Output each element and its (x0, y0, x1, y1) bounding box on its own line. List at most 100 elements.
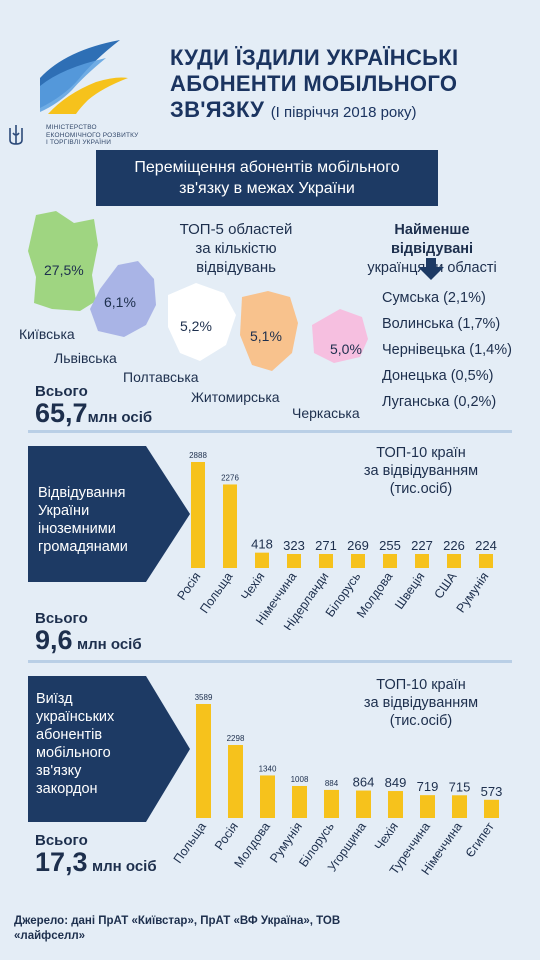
category-label: Польща (197, 570, 235, 616)
domestic-total-label: Всього (35, 383, 88, 400)
least-visited-title: Найменше відвідувані українцями області (352, 221, 512, 278)
region-shape-poltavska (168, 283, 236, 361)
bar-value-label: 227 (411, 538, 433, 553)
divider (28, 660, 512, 663)
category-label: Румунія (454, 570, 492, 616)
source-note: Джерело: дані ПрАТ «Київстар», ПрАТ «ВФ … (14, 914, 340, 944)
top5-title-line: ТОП-5 областей (179, 221, 293, 238)
bar (228, 745, 243, 818)
bar-value-label: 1340 (259, 764, 277, 773)
bar-value-label: 719 (417, 779, 439, 794)
total-unit: млн осіб (92, 858, 157, 875)
bar (287, 554, 301, 568)
bar-value-label: 715 (449, 779, 471, 794)
bar-value-label: 2298 (227, 734, 245, 743)
outbound-total-label: Всього (35, 832, 88, 849)
ministry-logo (40, 40, 128, 114)
bar-value-label: 849 (385, 775, 407, 790)
source-line: «лайфселл» (14, 930, 86, 942)
bar-value-label: 2276 (221, 473, 239, 482)
section-banner: Переміщення абонентів мобільного зв'язку… (96, 150, 438, 206)
least-title-line: Найменше відвідувані (390, 222, 474, 257)
bar (447, 554, 461, 568)
source-line: Джерело: дані ПрАТ «Київстар», ПрАТ «ВФ … (14, 915, 341, 927)
divider (28, 430, 512, 433)
bar-value-label: 269 (347, 538, 369, 553)
bar (479, 554, 493, 568)
region-share: 5,0% (330, 341, 362, 357)
ministry-line: МІНІСТЕРСТВО (46, 124, 97, 131)
page-title: КУДИ ЇЗДИЛИ УКРАЇНСЬКІ АБОНЕНТИ МОБІЛЬНО… (170, 45, 500, 126)
bar (383, 554, 397, 568)
total-value: 65,7 (35, 398, 88, 428)
domestic-total: 65,7млн осіб (35, 398, 152, 429)
region-name: Черкаська (292, 405, 360, 421)
region-share: 5,1% (250, 328, 282, 344)
top-title-line: (тис.осіб) (389, 713, 453, 729)
category-label: Чехія (372, 820, 401, 853)
bar (191, 462, 205, 568)
category-label: Чехія (238, 570, 267, 603)
title-line: КУДИ ЇЗДИЛИ УКРАЇНСЬКІ (170, 45, 459, 70)
outbound-label-line: зв'язку (36, 763, 82, 779)
bar (452, 795, 467, 818)
inbound-bar-chart: 2888Росія2276Польща418Чехія323Німеччина2… (174, 451, 496, 630)
total-value: 9,6 (35, 625, 73, 655)
bar-value-label: 418 (251, 537, 273, 552)
bar-value-label: 271 (315, 538, 337, 553)
outbound-top-title: ТОП-10 країн за відвідуванням (тис.осіб) (356, 676, 486, 730)
least-item: Луганська (0,2%) (382, 394, 497, 410)
outbound-label: Виїзд українських абонентів мобільного з… (36, 690, 114, 798)
bar-value-label: 323 (283, 538, 305, 553)
bar-value-label: 864 (353, 775, 375, 790)
bar (319, 554, 333, 568)
top-title-line: (тис.осіб) (389, 481, 453, 497)
arrow-box-bg (28, 446, 190, 582)
top5-title: ТОП-5 областей за кількістю відвідувань (166, 220, 306, 277)
title-line: ЗВ'ЯЗКУ (170, 97, 265, 122)
top5-title-line: відвідувань (196, 259, 276, 276)
inbound-total: 9,6 млн осіб (35, 625, 142, 656)
bar-value-label: 573 (481, 784, 503, 799)
bar (196, 704, 211, 818)
bar (388, 791, 403, 818)
title-period: (І півріччя 2018 року) (270, 104, 417, 121)
region-share: 6,1% (104, 294, 136, 310)
outbound-label-line: абонентів (36, 727, 103, 743)
category-label: Росія (212, 820, 241, 853)
bar (351, 554, 365, 568)
trident-icon (9, 125, 23, 145)
inbound-label-line: громадянами (38, 539, 128, 555)
least-item: Чернівецька (1,4%) (382, 342, 512, 358)
bar (356, 790, 371, 818)
category-label: Єгипет (463, 819, 497, 860)
region-shape-kyivska (28, 211, 98, 311)
bar (223, 484, 237, 568)
region-shape-lvivska (90, 261, 156, 337)
bar (255, 552, 269, 568)
ministry-name: МІНІСТЕРСТВО ЕКОНОМІЧНОГО РОЗВИТКУ І ТОР… (46, 124, 146, 147)
bar (415, 554, 429, 568)
region-share: 27,5% (44, 262, 84, 278)
bar (484, 799, 499, 818)
inbound-label-line: іноземними (38, 521, 116, 537)
bar (420, 795, 435, 818)
inbound-label-line: України (38, 503, 90, 519)
ministry-line: ЕКОНОМІЧНОГО РОЗВИТКУ (46, 131, 139, 139)
category-label: Швеція (392, 570, 427, 612)
outbound-label-line: українських (36, 709, 115, 725)
top-title-line: за відвідуванням (363, 463, 479, 479)
region-name: Полтавська (123, 369, 199, 385)
region-name: Житомирська (191, 389, 280, 405)
outbound-label-line: Виїзд (36, 691, 73, 707)
title-line: АБОНЕНТИ МОБІЛЬНОГО (170, 71, 458, 96)
bar-value-label: 1008 (291, 775, 309, 784)
bar (292, 785, 307, 818)
inbound-label: Відвідування України іноземними громадян… (38, 484, 128, 556)
region-name: Львівська (54, 350, 117, 366)
least-item: Донецька (0,5%) (382, 368, 494, 384)
bar (260, 775, 275, 818)
region-name: Київська (19, 326, 75, 342)
inbound-total-label: Всього (35, 610, 88, 627)
outbound-label-line: мобільного (36, 745, 111, 761)
